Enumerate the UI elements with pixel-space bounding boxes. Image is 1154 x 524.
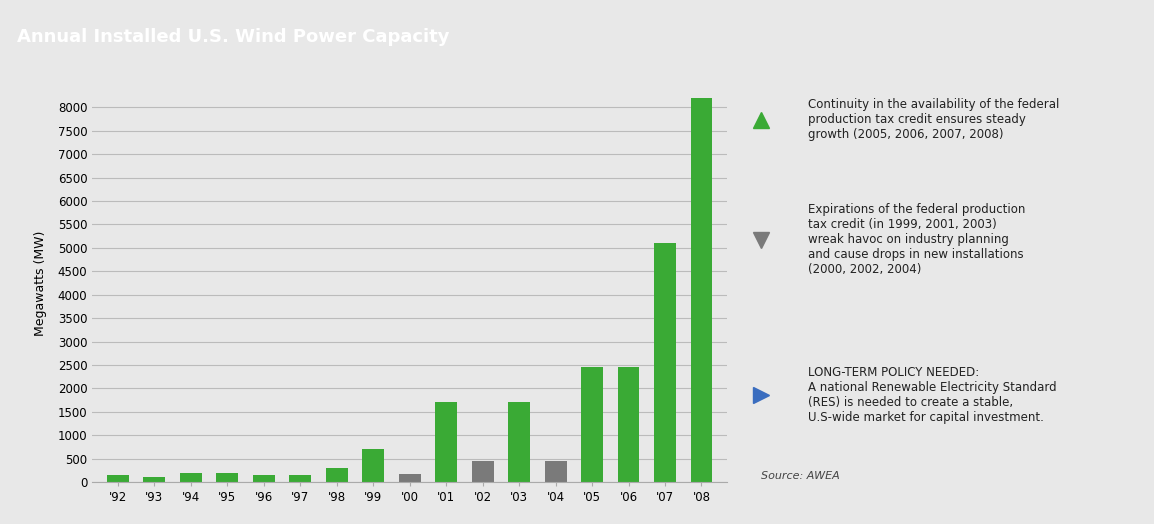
Bar: [582, 367, 604, 482]
Text: Expirations of the federal production
tax credit (in 1999, 2001, 2003)
wreak hav: Expirations of the federal production ta…: [808, 203, 1026, 277]
Bar: [216, 473, 238, 482]
Text: Source: AWEA: Source: AWEA: [762, 471, 840, 481]
Bar: [107, 475, 129, 482]
Bar: [545, 461, 567, 482]
Bar: [143, 477, 165, 482]
Bar: [617, 367, 639, 482]
Bar: [435, 402, 457, 482]
Bar: [508, 402, 530, 482]
Y-axis label: Megawatts (MW): Megawatts (MW): [33, 230, 46, 336]
Bar: [690, 98, 712, 482]
Bar: [399, 474, 420, 482]
Bar: [290, 475, 312, 482]
Bar: [253, 475, 275, 482]
Text: LONG-TERM POLICY NEEDED:
A national Renewable Electricity Standard
(RES) is need: LONG-TERM POLICY NEEDED: A national Rene…: [808, 366, 1057, 424]
Bar: [325, 467, 347, 482]
Text: Continuity in the availability of the federal
production tax credit ensures stea: Continuity in the availability of the fe…: [808, 98, 1059, 141]
Bar: [654, 243, 676, 482]
Text: Annual Installed U.S. Wind Power Capacity: Annual Installed U.S. Wind Power Capacit…: [17, 28, 450, 47]
Bar: [180, 473, 202, 482]
Bar: [362, 449, 384, 482]
Bar: [472, 461, 494, 482]
